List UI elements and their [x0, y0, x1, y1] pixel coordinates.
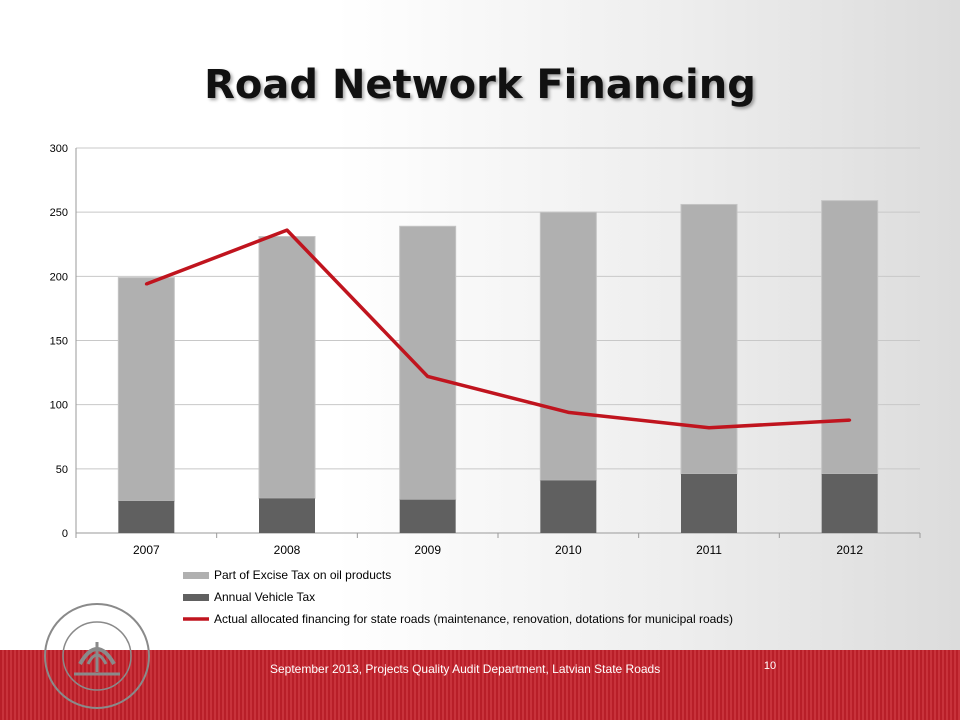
bar-excise-tax: [258, 236, 316, 499]
line-actual-financing: [145, 228, 850, 430]
x-tick-label: 2007: [133, 543, 160, 557]
legend-label: Part of Excise Tax on oil products: [214, 568, 391, 582]
y-tick-label: 100: [50, 400, 68, 412]
line-point: [566, 410, 570, 414]
legend-swatch: [183, 572, 209, 579]
y-tick-label: 200: [50, 271, 68, 283]
legend-label: Actual allocated financing for state roa…: [214, 612, 733, 626]
y-tick-label: 300: [50, 143, 68, 155]
line-point: [426, 374, 430, 378]
x-tick-label: 2011: [696, 543, 722, 557]
bar-excise-tax: [539, 211, 597, 481]
slide-title: Road Network Financing: [204, 62, 756, 108]
bar-vehicle-tax: [399, 499, 456, 533]
bar-excise-tax: [399, 225, 457, 501]
bar-vehicle-tax: [118, 500, 175, 533]
x-tick-label: 2012: [836, 543, 863, 557]
bar-vehicle-tax: [681, 473, 737, 533]
footer-band: [0, 650, 960, 720]
line-point: [707, 426, 711, 430]
legend-label: Annual Vehicle Tax: [214, 590, 315, 604]
x-tick-label: 2010: [555, 543, 582, 557]
x-tick-label: 2009: [414, 543, 441, 557]
y-tick-label: 150: [50, 336, 68, 348]
x-tick-label: 2008: [274, 543, 301, 557]
y-tick-label: 50: [56, 464, 68, 476]
bar-vehicle-tax: [259, 498, 315, 533]
line-point: [144, 282, 148, 286]
y-tick-label: 0: [62, 528, 68, 540]
footer-text: September 2013, Projects Quality Audit D…: [270, 662, 661, 676]
bar-excise-tax: [680, 203, 738, 475]
y-tick-label: 250: [50, 207, 68, 219]
stacked-bar-line-chart: 0 50 100 150 200 250 300 2007 2008 2009 2010 2011 20…: [50, 143, 921, 626]
line-point: [285, 228, 289, 232]
page-number: 10: [763, 660, 777, 672]
bar-vehicle-tax: [540, 480, 597, 533]
line-point: [848, 418, 852, 422]
bar-excise-tax: [117, 277, 175, 502]
legend-swatch: [183, 594, 209, 601]
bar-excise-tax: [821, 200, 879, 475]
latvian-state-roads-seal: [44, 603, 150, 709]
bar-vehicle-tax: [821, 473, 878, 533]
